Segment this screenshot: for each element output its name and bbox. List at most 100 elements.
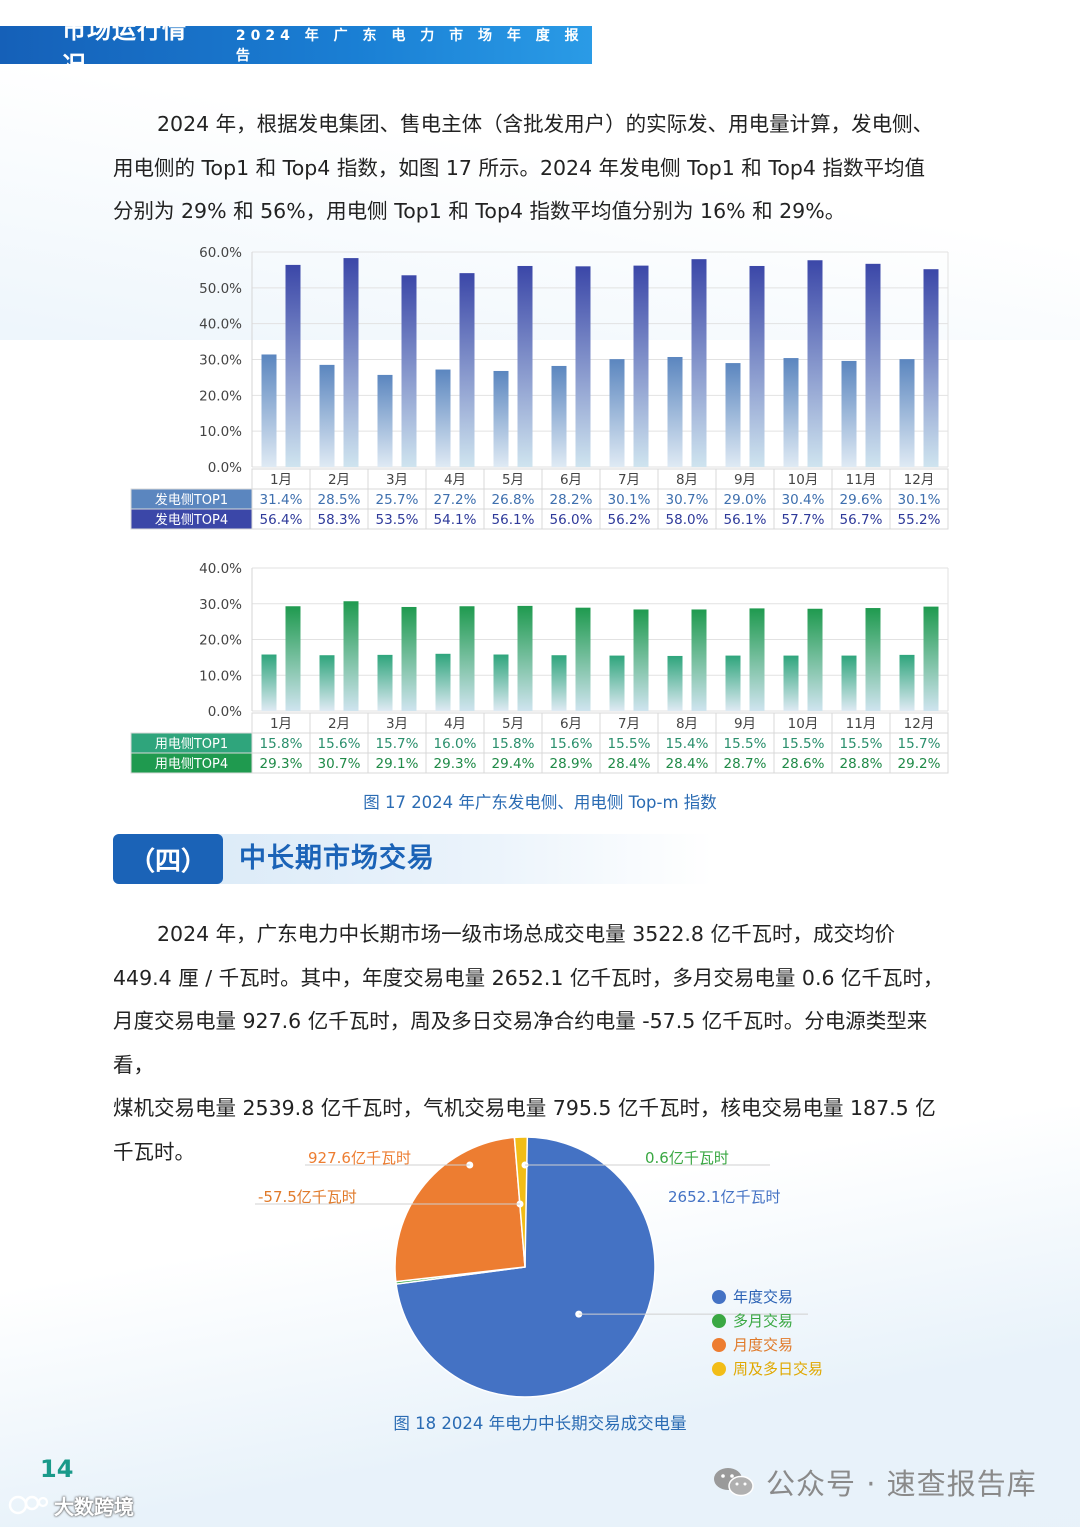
- data-label: 15.5%: [840, 736, 883, 752]
- bar-发电侧TOP4: [343, 258, 359, 467]
- data-label: 29.4%: [492, 756, 535, 772]
- data-label: 15.6%: [318, 736, 361, 752]
- data-label: 28.9%: [550, 756, 593, 772]
- data-label: 56.2%: [608, 512, 651, 528]
- x-tick-label: 8月: [676, 472, 698, 488]
- bar-发电侧TOP4: [749, 265, 765, 467]
- bar-用电侧TOP4: [865, 608, 881, 711]
- x-tick-label: 6月: [560, 472, 582, 488]
- data-label: 56.0%: [550, 512, 593, 528]
- trade-pie-chart-svg: 2652.1亿千瓦时 0.6亿千瓦时 927.6亿千瓦时 -57.5亿千瓦时年度交易多…: [255, 1136, 823, 1398]
- bar-发电侧TOP1: [725, 363, 741, 467]
- data-label: 29.3%: [434, 756, 477, 772]
- bar-用电侧TOP4: [575, 607, 591, 711]
- legend-label: 用电侧TOP4: [155, 757, 228, 772]
- bar-用电侧TOP4: [285, 606, 301, 711]
- supply-side-chart: 0.0% 10.0% 20.0% 30.0% 40.0% 50.0% 60.0% 1月 2月 3月…: [0, 240, 1080, 530]
- bar-用电侧TOP1: [783, 655, 799, 711]
- bar-用电侧TOP4: [633, 609, 649, 711]
- data-label: 56.4%: [260, 512, 303, 528]
- data-label: 58.0%: [666, 512, 709, 528]
- data-label: 15.7%: [898, 736, 941, 752]
- data-label: 26.8%: [492, 492, 535, 508]
- data-label: 15.5%: [608, 736, 651, 752]
- x-tick-label: 1月: [270, 472, 292, 488]
- bar-用电侧TOP4: [923, 606, 939, 711]
- header-title: 市场运行情况: [62, 16, 187, 79]
- y-tick-label: 50.0%: [199, 281, 242, 297]
- data-label: 28.5%: [318, 492, 361, 508]
- data-label: 28.7%: [724, 756, 767, 772]
- y-tick-label: 20.0%: [199, 633, 242, 649]
- bar-发电侧TOP4: [575, 266, 591, 467]
- bar-发电侧TOP4: [923, 269, 939, 467]
- bar-用电侧TOP4: [691, 609, 707, 711]
- figure-18-caption: 图 18 2024 年电力中长期交易成交电量: [393, 1414, 687, 1433]
- x-tick-label: 2月: [328, 472, 350, 488]
- bar-用电侧TOP1: [841, 655, 857, 711]
- pie-data-label: 2652.1亿千瓦时: [668, 1188, 781, 1206]
- trade-pie-chart: 2652.1亿千瓦时 0.6亿千瓦时 927.6亿千瓦时 -57.5亿千瓦时 年度交易多…: [0, 1130, 1080, 1410]
- x-tick-label: 3月: [386, 472, 408, 488]
- body-paragraph: 2024 年，广东电力中长期市场一级市场总成交电量 3522.8 亿千瓦时，成交…: [113, 913, 968, 1174]
- x-tick-label: 11月: [846, 716, 877, 732]
- legend-label: 用电侧TOP1: [155, 737, 228, 752]
- bar-发电侧TOP1: [261, 354, 277, 467]
- bar-发电侧TOP4: [807, 260, 823, 467]
- data-label: 28.4%: [666, 756, 709, 772]
- bar-用电侧TOP1: [377, 654, 393, 711]
- y-tick-label: 10.0%: [199, 424, 242, 440]
- legend-marker: [712, 1362, 726, 1376]
- data-label: 29.6%: [840, 492, 883, 508]
- bar-发电侧TOP4: [865, 263, 881, 467]
- watermark-left: 大数跨境: [8, 1490, 134, 1520]
- y-tick-label: 30.0%: [199, 597, 242, 613]
- legend-entry: 年度交易: [733, 1288, 793, 1306]
- legend-entry: 多月交易: [733, 1312, 793, 1330]
- data-label: 29.1%: [376, 756, 419, 772]
- bar-发电侧TOP4: [285, 264, 301, 467]
- data-label: 54.1%: [434, 512, 477, 528]
- x-tick-label: 9月: [734, 472, 756, 488]
- data-label: 31.4%: [260, 492, 303, 508]
- x-tick-label: 8月: [676, 716, 698, 732]
- data-label: 25.7%: [376, 492, 419, 508]
- data-label: 15.8%: [492, 736, 535, 752]
- bar-用电侧TOP4: [401, 606, 417, 711]
- bar-用电侧TOP4: [343, 601, 359, 711]
- section-number: （四）: [113, 834, 223, 884]
- pie-slice-月度交易: [394, 1136, 526, 1283]
- pie-data-label: 0.6亿千瓦时: [645, 1149, 729, 1167]
- bar-发电侧TOP4: [459, 273, 475, 467]
- legend-entry: 月度交易: [733, 1336, 793, 1354]
- y-tick-label: 0.0%: [208, 460, 242, 476]
- data-label: 15.5%: [782, 736, 825, 752]
- data-label: 56.1%: [724, 512, 767, 528]
- data-label: 55.2%: [898, 512, 941, 528]
- data-label: 27.2%: [434, 492, 477, 508]
- legend-entry: 周及多日交易: [733, 1360, 823, 1378]
- bar-用电侧TOP1: [667, 655, 683, 711]
- intro-paragraph: 2024 年，根据发电集团、售电主体（含批发用户）的实际发、用电量计算，发电侧、…: [113, 103, 968, 234]
- data-label: 29.2%: [898, 756, 941, 772]
- bar-发电侧TOP1: [899, 359, 915, 467]
- bar-发电侧TOP1: [783, 358, 799, 467]
- body-line-5: 千瓦时。: [113, 1139, 195, 1164]
- bar-发电侧TOP4: [691, 259, 707, 467]
- legend-marker: [712, 1338, 726, 1352]
- body-line-3: 月度交易电量 927.6 亿千瓦时，周及多日交易净合约电量 -57.5 亿千瓦时…: [113, 1009, 928, 1077]
- header-bar: 市场运行情况 2024 年 广 东 电 力 市 场 年 度 报 告: [0, 16, 592, 79]
- bar-用电侧TOP1: [725, 655, 741, 711]
- data-label: 28.2%: [550, 492, 593, 508]
- demand-side-chart-svg: 0.0% 10.0% 20.0% 30.0% 40.0% 1月 2月 3月 4月 5月 6月 7月 8月…: [130, 561, 949, 774]
- x-tick-label: 7月: [618, 472, 640, 488]
- bar-发电侧TOP4: [401, 275, 417, 467]
- x-tick-label: 2月: [328, 716, 350, 732]
- data-label: 56.1%: [492, 512, 535, 528]
- data-label: 16.0%: [434, 736, 477, 752]
- data-label: 30.4%: [782, 492, 825, 508]
- y-tick-label: 40.0%: [199, 317, 242, 333]
- bar-用电侧TOP1: [609, 655, 625, 711]
- data-label: 15.7%: [376, 736, 419, 752]
- data-label: 56.7%: [840, 512, 883, 528]
